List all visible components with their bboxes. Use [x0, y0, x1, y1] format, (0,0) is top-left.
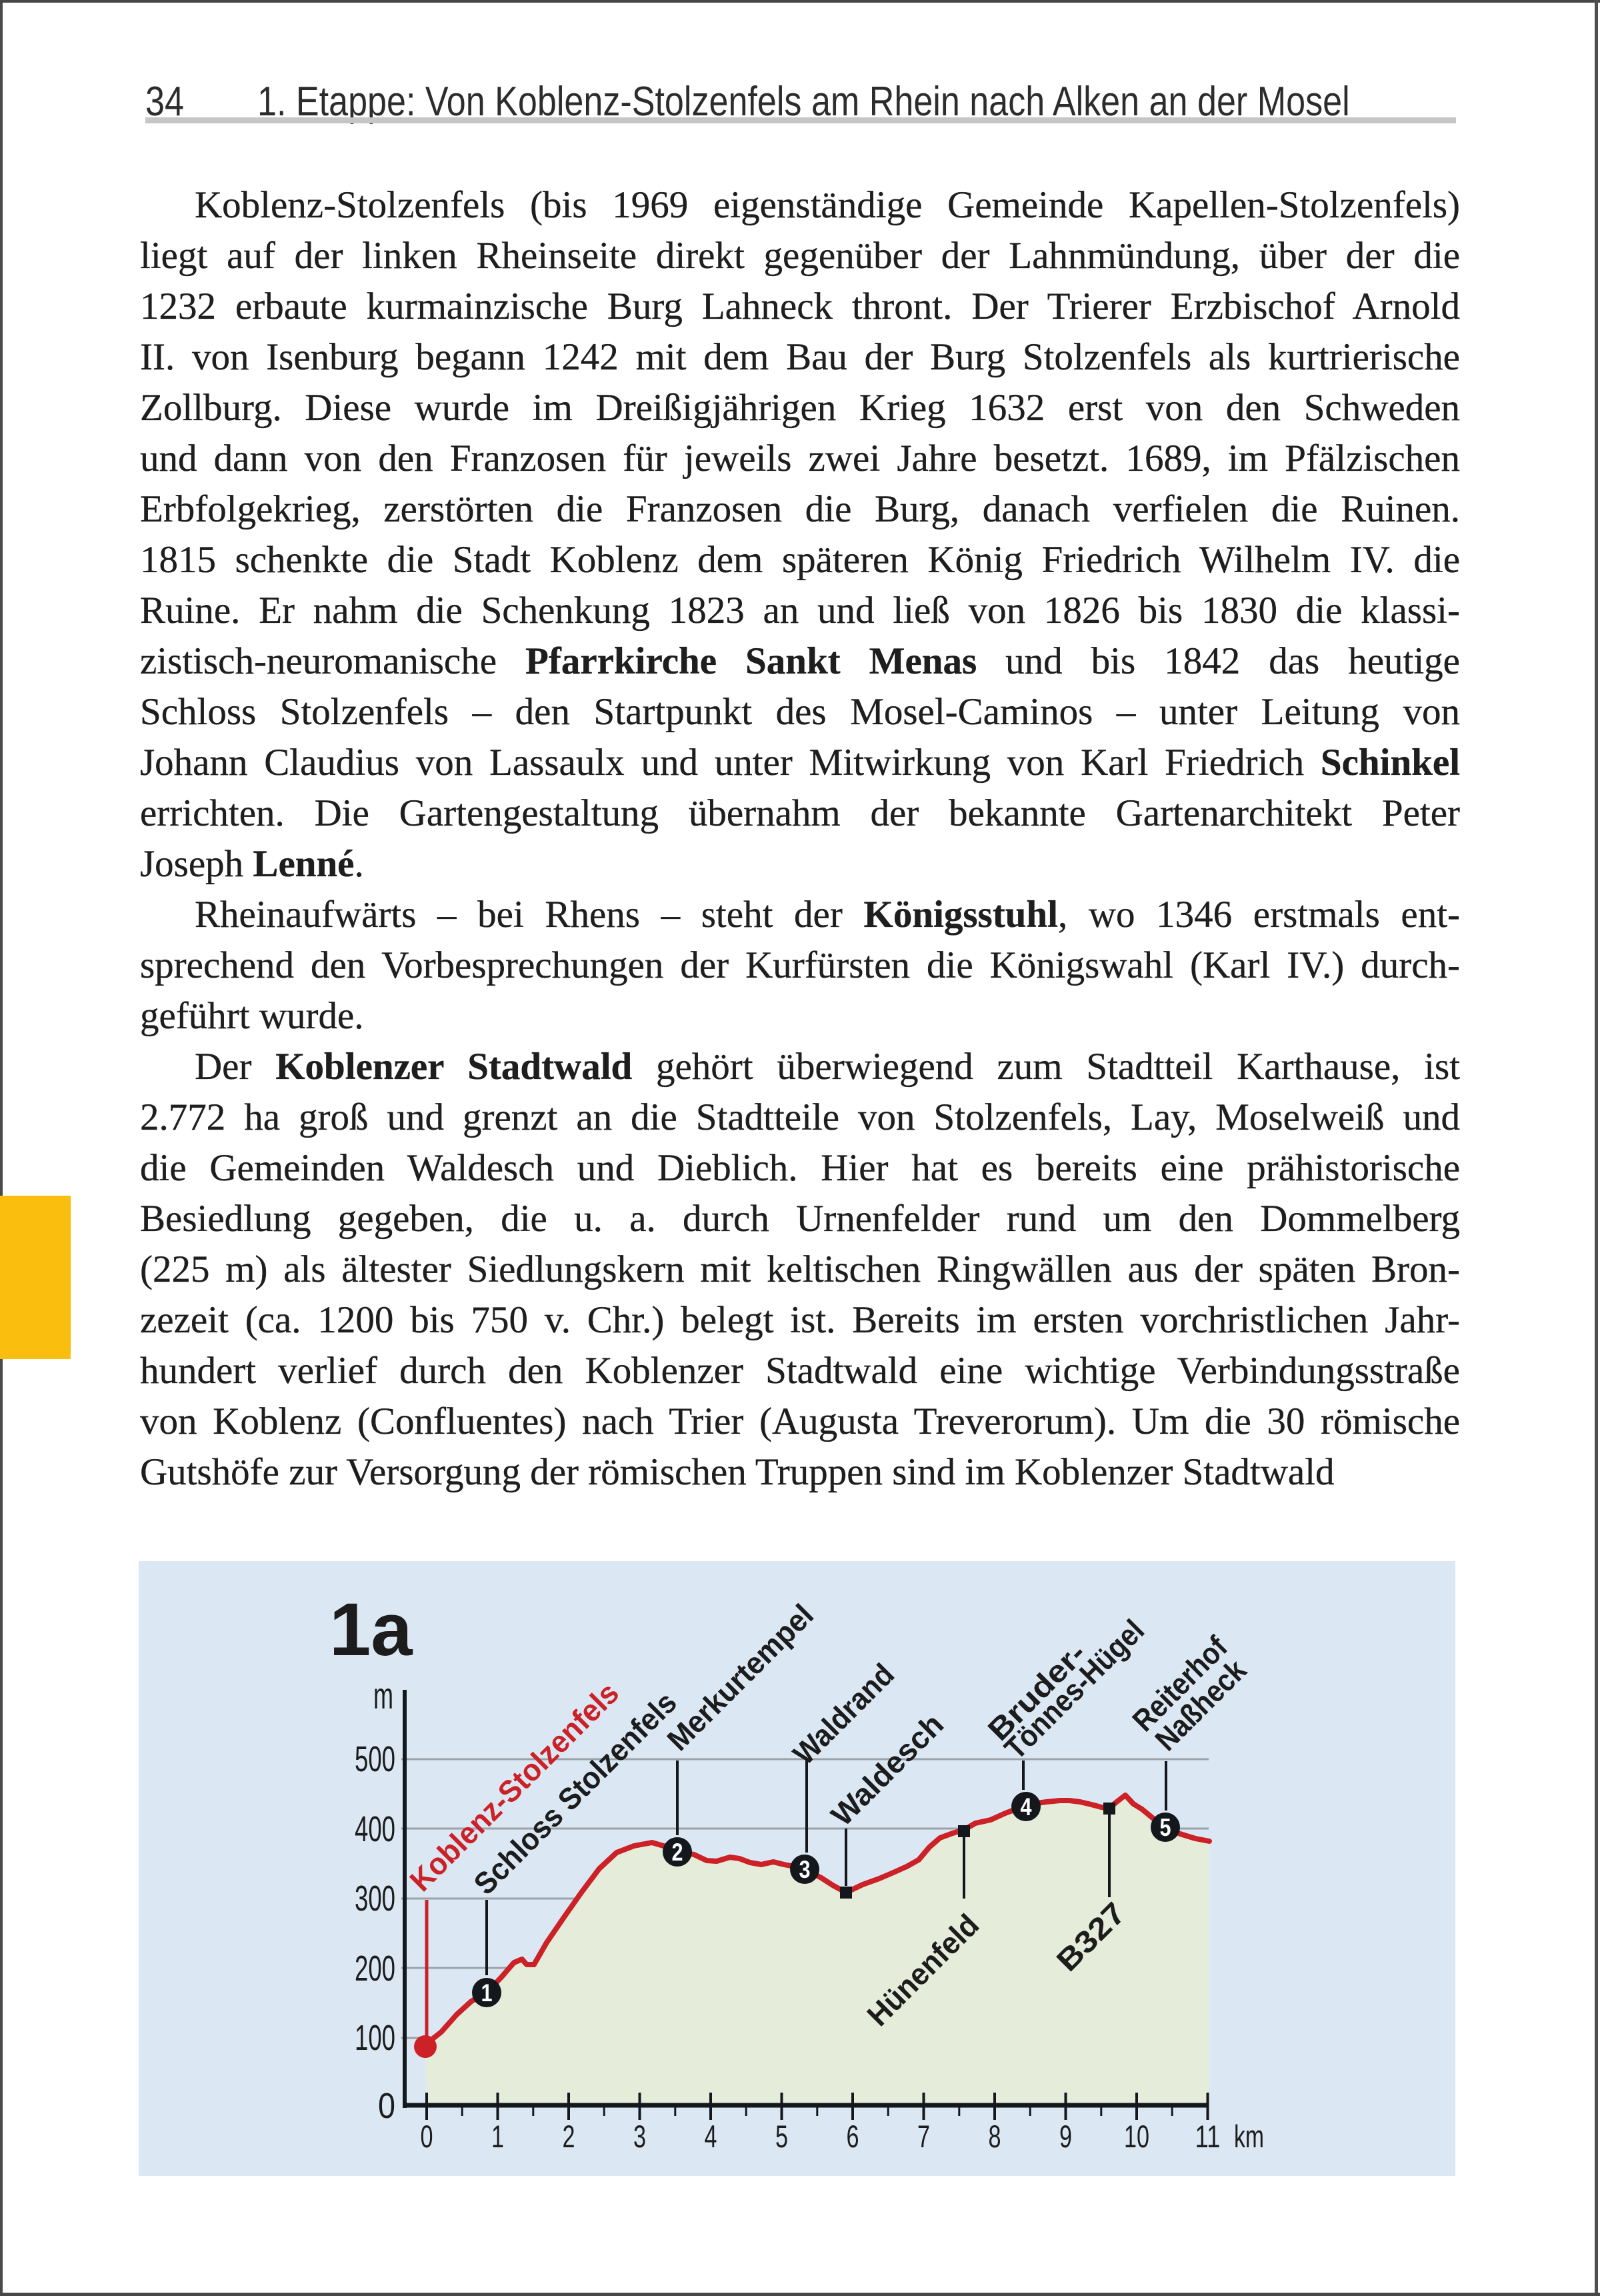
- svg-text:9: 9: [1059, 2119, 1072, 2154]
- svg-text:5: 5: [775, 2119, 788, 2154]
- svg-text:3: 3: [799, 1856, 811, 1883]
- svg-text:1: 1: [481, 1979, 493, 2007]
- svg-text:1: 1: [491, 2119, 504, 2154]
- svg-text:5: 5: [1160, 1814, 1171, 1841]
- svg-text:km: km: [1234, 2119, 1264, 2154]
- svg-text:300: 300: [355, 1879, 395, 1919]
- svg-text:11: 11: [1195, 2119, 1221, 2154]
- svg-text:100: 100: [355, 2018, 395, 2058]
- svg-text:7: 7: [917, 2119, 930, 2154]
- svg-text:200: 200: [355, 1949, 395, 1989]
- svg-text:2: 2: [672, 1839, 683, 1866]
- svg-text:0: 0: [421, 2119, 433, 2154]
- svg-text:4: 4: [1021, 1793, 1032, 1821]
- svg-text:3: 3: [633, 2119, 646, 2154]
- svg-text:10: 10: [1124, 2119, 1149, 2154]
- svg-text:4: 4: [705, 2119, 717, 2154]
- svg-text:6: 6: [847, 2119, 859, 2154]
- svg-text:1a: 1a: [329, 1588, 413, 1671]
- svg-text:m: m: [373, 1674, 393, 1716]
- svg-text:500: 500: [355, 1739, 395, 1779]
- svg-text:2: 2: [563, 2119, 575, 2154]
- svg-text:0: 0: [378, 2086, 395, 2126]
- svg-text:8: 8: [989, 2119, 1001, 2154]
- svg-text:400: 400: [355, 1809, 395, 1849]
